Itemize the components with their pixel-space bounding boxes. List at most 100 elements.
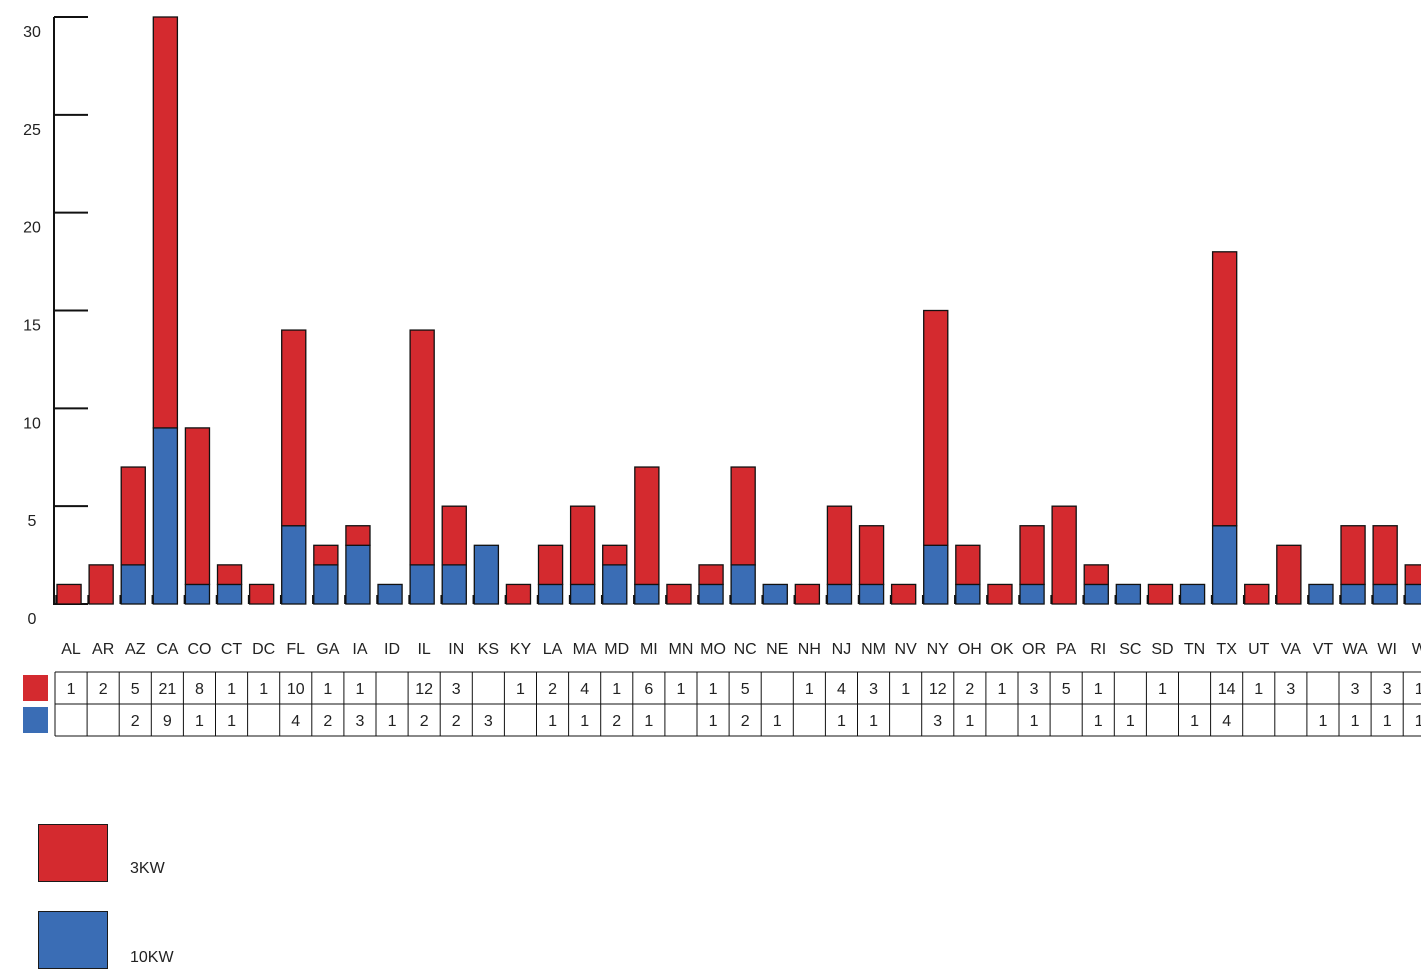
category-label-UT: UT xyxy=(1248,641,1270,658)
bar-10kw-RI xyxy=(1083,583,1109,605)
bar-10kw-KS xyxy=(473,544,500,605)
legend-label-3kw: 3KW xyxy=(130,860,165,877)
table-key-10kw xyxy=(23,707,48,733)
table-cell-10kw-KS: 3 xyxy=(484,713,493,730)
bar-3kw-AR xyxy=(88,564,114,605)
bar-3kw-NC xyxy=(730,466,756,566)
table-cell-10kw-WA: 1 xyxy=(1351,713,1360,730)
category-label-AR: AR xyxy=(92,641,114,658)
table-cell-10kw-OR: 1 xyxy=(1030,713,1039,730)
y-tick-label-0: 0 xyxy=(28,611,37,628)
bar-3kw-MN xyxy=(666,583,692,605)
legend-label-10kw: 10KW xyxy=(130,949,174,966)
category-label-KS: KS xyxy=(478,641,499,658)
category-label-MN: MN xyxy=(669,641,694,658)
bar-10kw-IN xyxy=(441,564,467,605)
table-cell-3kw-MO: 1 xyxy=(709,681,718,698)
table-cell-10kw-OH: 1 xyxy=(965,713,974,730)
table-cell-10kw-ID: 1 xyxy=(388,713,397,730)
category-label-SD: SD xyxy=(1151,641,1173,658)
bar-3kw-NV xyxy=(890,583,917,605)
category-label-OK: OK xyxy=(990,641,1013,658)
y-tick-label-20: 20 xyxy=(23,220,41,237)
table-cell-10kw-IL: 2 xyxy=(420,713,429,730)
category-label-GA: GA xyxy=(316,641,339,658)
bar-10kw-OR xyxy=(1019,583,1045,605)
category-label-NE: NE xyxy=(766,641,788,658)
bar-10kw-LA xyxy=(537,583,564,605)
table-cell-3kw-IN: 3 xyxy=(452,681,461,698)
bar-10kw-FL xyxy=(281,525,307,605)
table-cell-3kw-AZ: 5 xyxy=(131,681,140,698)
bar-3kw-KY xyxy=(505,583,532,605)
category-label-NV: NV xyxy=(895,641,918,658)
table-cell-10kw-TX: 4 xyxy=(1222,713,1231,730)
table-cell-3kw-MN: 1 xyxy=(676,681,685,698)
table-cell-10kw-CA: 9 xyxy=(163,713,172,730)
bar-3kw-OH xyxy=(955,544,981,586)
table-cell-10kw-FL: 4 xyxy=(291,713,300,730)
table-cell-3kw-CA: 21 xyxy=(158,681,176,698)
bar-10kw-MO xyxy=(698,583,724,605)
table-cell-10kw-RI: 1 xyxy=(1094,713,1103,730)
category-label-IL: IL xyxy=(417,641,430,658)
category-label-MA: MA xyxy=(573,641,597,658)
table-cell-10kw-MI: 1 xyxy=(644,713,653,730)
bar-3kw-RI xyxy=(1083,564,1109,586)
bar-10kw-OH xyxy=(955,583,981,605)
legend-swatch-10kw xyxy=(38,911,108,969)
category-label-FL: FL xyxy=(286,641,305,658)
category-label-CO: CO xyxy=(187,641,211,658)
bar-3kw-OR xyxy=(1019,525,1045,586)
bar-3kw-WA xyxy=(1340,525,1366,586)
category-label-ID: ID xyxy=(384,641,400,658)
table-cell-3kw-W: 1 xyxy=(1415,681,1421,698)
bar-10kw-MD xyxy=(602,564,628,605)
category-label-IA: IA xyxy=(352,641,367,658)
bar-3kw-MA xyxy=(569,505,596,586)
table-cell-3kw-MI: 6 xyxy=(644,681,653,698)
bar-3kw-CO xyxy=(184,427,211,586)
table-cell-10kw-WI: 1 xyxy=(1383,713,1392,730)
bar-3kw-CT xyxy=(216,564,243,586)
table-cell-3kw-LA: 2 xyxy=(548,681,557,698)
bar-3kw-TX xyxy=(1211,251,1238,527)
category-label-WA: WA xyxy=(1342,641,1368,658)
bar-3kw-MD xyxy=(602,544,628,566)
table-cell-10kw-W: 1 xyxy=(1415,713,1421,730)
bar-10kw-NE xyxy=(762,583,788,605)
category-label-TN: TN xyxy=(1184,641,1205,658)
bar-10kw-TX xyxy=(1211,525,1238,605)
category-label-VA: VA xyxy=(1281,641,1301,658)
table-cell-3kw-OK: 1 xyxy=(997,681,1006,698)
category-label-MO: MO xyxy=(700,641,726,658)
bar-10kw-CO xyxy=(184,583,211,605)
bar-10kw-W xyxy=(1404,583,1421,605)
bar-10kw-VT xyxy=(1308,583,1334,605)
bar-3kw-NM xyxy=(858,525,885,586)
category-label-PA: PA xyxy=(1056,641,1076,658)
category-label-SC: SC xyxy=(1119,641,1141,658)
table-cell-3kw-PA: 5 xyxy=(1062,681,1071,698)
bar-10kw-IA xyxy=(345,544,371,605)
table-cell-10kw-NY: 3 xyxy=(933,713,942,730)
bar-10kw-ID xyxy=(377,583,403,605)
table-cell-10kw-MA: 1 xyxy=(580,713,589,730)
category-label-NC: NC xyxy=(734,641,757,658)
bar-3kw-FL xyxy=(281,329,307,527)
table-cell-3kw-SD: 1 xyxy=(1158,681,1167,698)
bar-10kw-MI xyxy=(634,583,660,605)
category-label-MD: MD xyxy=(604,641,629,658)
table-cell-10kw-CO: 1 xyxy=(195,713,204,730)
table-cell-3kw-NM: 3 xyxy=(869,681,878,698)
y-tick-label-15: 15 xyxy=(23,318,41,335)
bar-3kw-IL xyxy=(409,329,435,566)
table-cell-10kw-NM: 1 xyxy=(869,713,878,730)
category-label-NM: NM xyxy=(861,641,886,658)
table-cell-3kw-WI: 3 xyxy=(1383,681,1392,698)
bar-3kw-LA xyxy=(537,544,564,586)
category-label-AZ: AZ xyxy=(125,641,146,658)
table-cell-3kw-AL: 1 xyxy=(67,681,76,698)
bar-10kw-IL xyxy=(409,564,435,605)
